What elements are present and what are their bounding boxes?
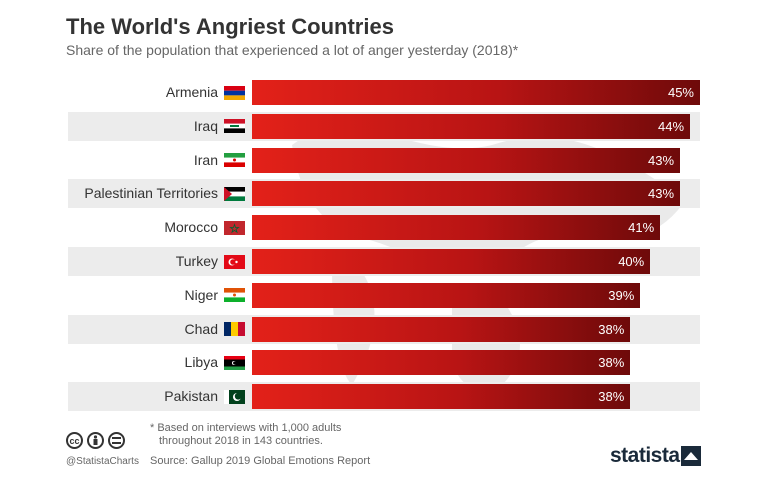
bar-value-label: 40% [618, 254, 645, 269]
footnote-line-2: throughout 2018 in 143 countries. [159, 435, 323, 447]
bar [252, 80, 700, 105]
flag-icon [224, 220, 245, 235]
bar-value-label: 44% [658, 118, 685, 134]
bar-value-label: 39% [608, 287, 635, 303]
flag-icon [224, 389, 245, 404]
bar [252, 282, 641, 308]
category-label: Iraq [193, 117, 218, 134]
bar [252, 350, 631, 376]
cc-icon: cc [66, 432, 83, 449]
bar [252, 316, 631, 342]
bar [252, 113, 691, 139]
flag-icon [224, 186, 245, 201]
by-icon [87, 432, 104, 449]
nd-icon [108, 432, 125, 449]
chart-subtitle: Share of the population that experienced… [66, 42, 519, 58]
flag-icon [224, 85, 245, 100]
bar [252, 215, 661, 241]
license-icons: cc [66, 432, 125, 449]
category-label: Libya [184, 354, 218, 371]
category-label: Turkey [175, 253, 218, 269]
flag-icon [224, 355, 245, 370]
bar-value-label: 38% [598, 355, 625, 371]
category-label: Iran [193, 151, 218, 168]
flag-icon [224, 288, 245, 303]
footnote: * Based on interviews with 1,000 adults … [150, 422, 341, 448]
bar-value-label: 38% [598, 321, 625, 337]
footnote-line-1: * Based on interviews with 1,000 adults [150, 422, 342, 434]
flag-icon [224, 119, 245, 134]
category-label: Armenia [165, 84, 218, 100]
category-label: Niger [184, 286, 218, 303]
bar [252, 181, 681, 207]
category-label: Pakistan [164, 388, 218, 405]
bar-value-label: 43% [648, 186, 675, 202]
category-label: Morocco [164, 219, 218, 236]
statista-logo-icon [681, 446, 701, 466]
category-label: Palestinian Territories [84, 185, 218, 202]
statista-logo: statista [610, 444, 680, 467]
chart-title: The World's Angriest Countries [66, 14, 394, 39]
bar-value-label: 45% [667, 85, 694, 100]
source-note: Source: Gallup 2019 Global Emotions Repo… [150, 455, 371, 467]
bar-value-label: 43% [648, 152, 675, 168]
flag-icon [224, 153, 245, 168]
bar [252, 147, 681, 173]
flag-icon [224, 254, 245, 269]
bar-value-label: 38% [598, 389, 625, 405]
bar [252, 384, 631, 410]
bar [252, 249, 651, 274]
flag-icon [224, 322, 245, 337]
category-label: Chad [184, 320, 218, 337]
twitter-handle: @StatistaCharts [66, 456, 139, 467]
bar-value-label: 41% [628, 220, 655, 236]
